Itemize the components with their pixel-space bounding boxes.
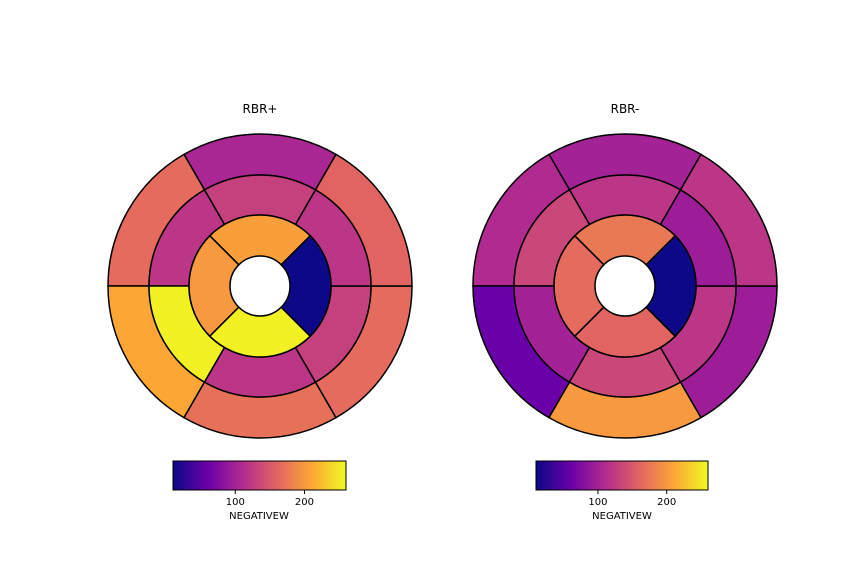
bullseye-panel-rbr-plus: RBR+ 100 200 NEGATIVEW [108, 102, 412, 522]
colorbar-label: NEGATIVEW [592, 511, 652, 522]
colorbar-label: NEGATIVEW [229, 511, 289, 522]
colorbar-tick-label: 200 [295, 497, 314, 508]
colorbar-gradient [173, 461, 346, 490]
colorbar-gradient [536, 461, 708, 490]
colorbar-tick-label: 200 [657, 497, 676, 508]
bullseye-panel-rbr-minus: RBR- 100 200 NEGATIVEW [473, 102, 777, 522]
colorbar-tick-label: 100 [226, 497, 245, 508]
colorbar-tick-label: 100 [588, 497, 607, 508]
chart-title: RBR- [611, 102, 640, 116]
bullseye-segments [108, 134, 412, 438]
colorbar: 100 200 NEGATIVEW [173, 461, 346, 522]
bullseye-segments [473, 134, 777, 438]
chart-title: RBR+ [243, 102, 278, 116]
colorbar: 100 200 NEGATIVEW [536, 461, 708, 522]
